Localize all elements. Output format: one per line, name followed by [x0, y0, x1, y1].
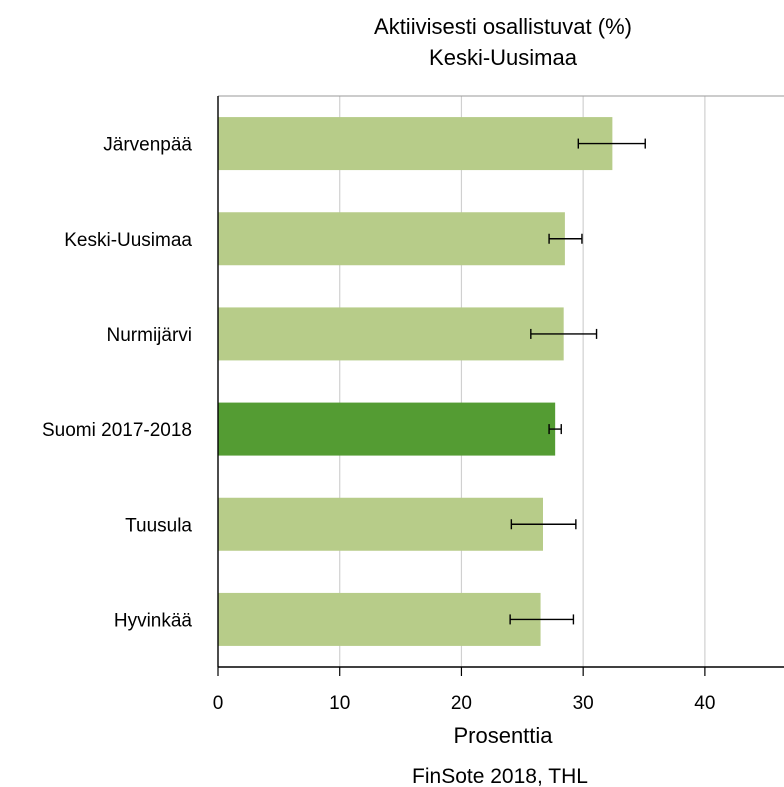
category-label-layer: Järvenpää Keski-Uusimaa Nurmijärvi Suomi 20… — [42, 135, 192, 632]
axis-layer — [217, 95, 784, 676]
category-label: Suomi 2017-2018 — [42, 420, 192, 441]
category-label: Nurmijärvi — [107, 325, 193, 346]
x-tick-label: 30 — [573, 693, 594, 714]
x-axis-label: Prosenttia — [453, 723, 553, 748]
bar — [218, 497, 543, 551]
source-note: FinSote 2018, THL — [412, 765, 588, 787]
bar — [218, 117, 613, 171]
category-label: Tuusula — [125, 515, 192, 536]
category-label: Hyvinkää — [114, 610, 193, 631]
category-label: Järvenpää — [103, 135, 192, 156]
grid-layer — [339, 96, 706, 667]
bar — [218, 402, 556, 456]
chart-subtitle: Keski-Uusimaa — [429, 45, 578, 70]
x-tick-label: 10 — [329, 693, 350, 714]
x-tick-label: 0 — [213, 693, 224, 714]
x-tick-label: 40 — [694, 693, 715, 714]
tick-label-layer: 0 10 20 30 40 — [213, 693, 716, 714]
chart-title: Aktiivisesti osallistuvat (%) — [374, 14, 632, 39]
bar — [218, 212, 565, 266]
bar-layer — [218, 117, 613, 646]
category-label: Keski-Uusimaa — [64, 230, 192, 251]
x-tick-label: 20 — [451, 693, 472, 714]
bar — [218, 592, 541, 646]
bar — [218, 307, 564, 361]
error-bar-layer — [509, 138, 646, 625]
